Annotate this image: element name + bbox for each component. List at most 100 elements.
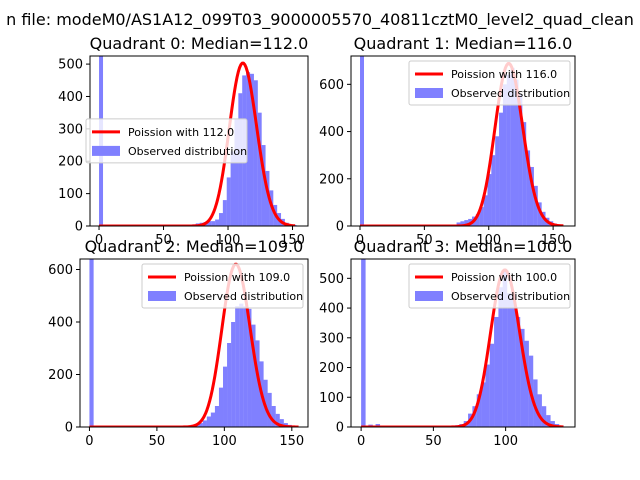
histogram-bar	[514, 79, 519, 226]
y-tick-label: 400	[48, 316, 73, 331]
poisson-line	[89, 262, 299, 427]
legend-label-observed: Observed distribution	[184, 290, 303, 303]
histogram-bar	[198, 423, 203, 427]
x-tick-label: 150	[280, 233, 305, 248]
histogram-bar	[502, 84, 507, 226]
histogram-bar	[489, 343, 495, 427]
chart-panel-2: 0 50 100 150 0 200 400 600 Quadrant 2: Median=10…	[48, 237, 309, 449]
histogram-bar	[481, 382, 486, 427]
histogram-bar	[511, 299, 516, 427]
histogram-bar	[515, 316, 521, 427]
legend-label-observed: Observed distribution	[451, 290, 570, 303]
legend-label-poisson: Poission with 116.0	[451, 68, 557, 81]
x-tick-label: 50	[149, 434, 166, 449]
histogram-bar	[502, 269, 508, 427]
axes-frame	[350, 258, 576, 428]
x-tick-label: 100	[216, 233, 241, 248]
histogram-bar	[230, 151, 235, 226]
histogram-bar	[506, 74, 511, 226]
histogram-bar	[243, 306, 248, 427]
y-tick-label: 0	[336, 421, 344, 436]
y-tick-label: 600	[48, 263, 73, 278]
histogram-bar	[261, 145, 266, 226]
axes-frame	[79, 258, 309, 428]
histogram-bar	[257, 112, 262, 226]
histogram-bar	[222, 200, 227, 226]
axes-frame	[350, 55, 576, 227]
legend-bar-swatch	[92, 145, 120, 156]
histogram-bar	[251, 324, 256, 427]
y-tick-label: 100	[58, 187, 83, 202]
y-tick-label: 200	[319, 361, 344, 376]
x-tick-label: 50	[416, 233, 433, 248]
chart-title: Quadrant 0: Median=112.0	[90, 34, 309, 53]
histogram-bar	[211, 221, 216, 226]
histogram-bar	[361, 259, 366, 427]
y-tick-label: 400	[319, 125, 344, 140]
histogram-bar	[495, 136, 500, 226]
legend-box	[408, 60, 571, 106]
legend-label-poisson: Poission with 100.0	[451, 271, 557, 284]
histogram-bar	[253, 80, 258, 226]
histogram-bar	[206, 416, 211, 427]
histogram-bar	[255, 340, 260, 427]
histogram-bar	[223, 366, 228, 427]
histogram-bar	[485, 364, 490, 427]
legend: Poission with 100.0 Observed distribution	[408, 263, 571, 309]
histogram-bar	[526, 150, 531, 226]
x-tick-label: 0	[357, 434, 365, 449]
histogram-bar	[279, 419, 284, 427]
legend-box	[141, 263, 304, 309]
histogram-bar	[360, 56, 364, 226]
y-tick-label: 500	[319, 272, 344, 287]
x-tick-label: 150	[541, 233, 566, 248]
x-tick-label: 100	[212, 434, 237, 449]
histogram-bar	[475, 214, 480, 226]
x-tick-label: 0	[356, 233, 364, 248]
histogram-bar	[537, 394, 542, 427]
histogram-bar	[234, 119, 239, 226]
histogram-bar	[202, 420, 207, 427]
y-tick-label: 400	[58, 90, 83, 105]
histogram-bar	[518, 93, 523, 226]
legend-box	[408, 263, 571, 309]
y-tick-label: 200	[48, 368, 73, 383]
chart-panel-3: 0 50 100 0 100 200 300 400 500 Quadrant 3: Median…	[319, 237, 576, 449]
x-tick-label: 0	[85, 434, 93, 449]
legend-label-observed: Observed distribution	[451, 87, 570, 100]
histogram-bar	[246, 72, 251, 226]
histogram-bar	[541, 406, 547, 427]
histogram-bar	[247, 308, 252, 427]
chart-title: Quadrant 2: Median=109.0	[85, 237, 304, 256]
histogram-bar	[524, 340, 529, 427]
y-tick-label: 500	[58, 58, 83, 73]
histogram-bar	[267, 392, 272, 427]
histogram-bar	[533, 185, 538, 226]
x-tick-label: 100	[493, 434, 518, 449]
histogram-bar	[476, 394, 482, 427]
histogram-bar	[529, 166, 534, 226]
legend: Poission with 109.0 Observed distribution	[141, 263, 304, 309]
y-tick-label: 200	[319, 172, 344, 187]
histogram-bar	[265, 170, 270, 226]
x-tick-label: 150	[279, 434, 304, 449]
histogram-bar	[89, 259, 94, 427]
y-tick-label: 300	[319, 331, 344, 346]
histogram-bar	[494, 316, 499, 427]
histogram-bar	[507, 293, 512, 427]
y-tick-label: 0	[75, 220, 83, 235]
histogram-bar	[510, 67, 515, 226]
histogram-bar	[218, 213, 223, 226]
histogram-bar	[227, 343, 232, 427]
histogram-bar	[275, 413, 280, 427]
histogram-bar	[215, 219, 220, 226]
histogram-bar	[231, 322, 236, 427]
chart-title: Quadrant 1: Median=116.0	[354, 34, 573, 53]
legend-box	[85, 118, 248, 164]
histogram-bar	[271, 406, 276, 427]
histogram-bar	[487, 174, 492, 226]
histogram-bar	[207, 221, 212, 226]
legend-bar-swatch	[415, 291, 443, 301]
histogram-bar	[235, 306, 240, 427]
